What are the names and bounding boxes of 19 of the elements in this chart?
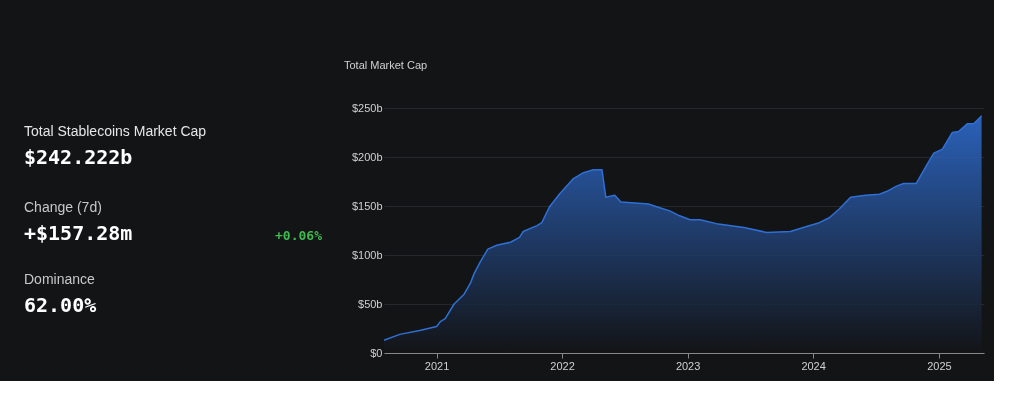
text: +$157.28m [24, 221, 133, 245]
x-tick-label: 2022 [550, 359, 575, 372]
y-tick-label: $50b [358, 297, 383, 310]
text: Dominance [24, 271, 96, 287]
text: Total Stablecoins Market Cap [24, 123, 207, 139]
x-tick-label: 2024 [801, 359, 826, 372]
y-tick-label: $250b [351, 101, 383, 114]
x-tick-label: 2021 [424, 359, 450, 372]
y-tick-label: $200b [351, 150, 383, 163]
text: Change (7d) [24, 199, 102, 215]
x-tick-label: 2023 [675, 359, 701, 372]
y-tick-label: $100b [351, 248, 383, 261]
x-tick-label: 2025 [927, 359, 952, 372]
text: 62.00% [24, 293, 97, 317]
text: +0.06% [275, 228, 323, 243]
text: $242.222b [24, 145, 133, 169]
y-tick-label: $0 [370, 346, 383, 359]
y-tick-label: $150b [351, 199, 383, 212]
text: Total Market Cap [344, 59, 428, 71]
